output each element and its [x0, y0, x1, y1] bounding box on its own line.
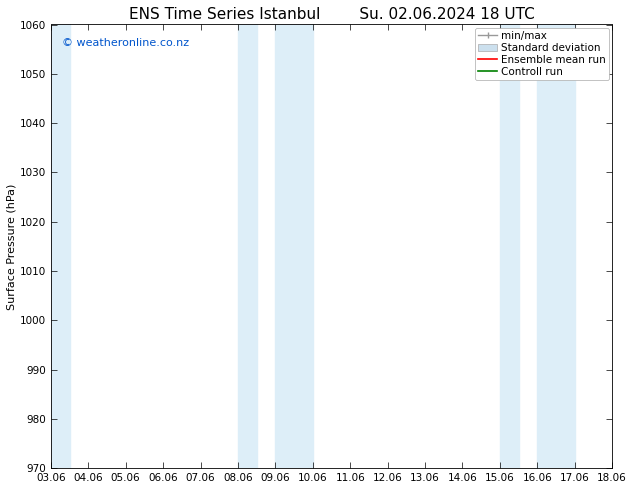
Text: © weatheronline.co.nz: © weatheronline.co.nz	[62, 38, 189, 48]
Bar	[500, 24, 519, 468]
Legend: min/max, Standard deviation, Ensemble mean run, Controll run: min/max, Standard deviation, Ensemble me…	[475, 27, 609, 80]
Title: ENS Time Series Istanbul        Su. 02.06.2024 18 UTC: ENS Time Series Istanbul Su. 02.06.2024 …	[129, 7, 534, 22]
Bar	[238, 24, 257, 468]
Bar	[538, 24, 575, 468]
Bar	[275, 24, 313, 468]
Bar	[51, 24, 70, 468]
Y-axis label: Surface Pressure (hPa): Surface Pressure (hPa)	[7, 183, 17, 310]
